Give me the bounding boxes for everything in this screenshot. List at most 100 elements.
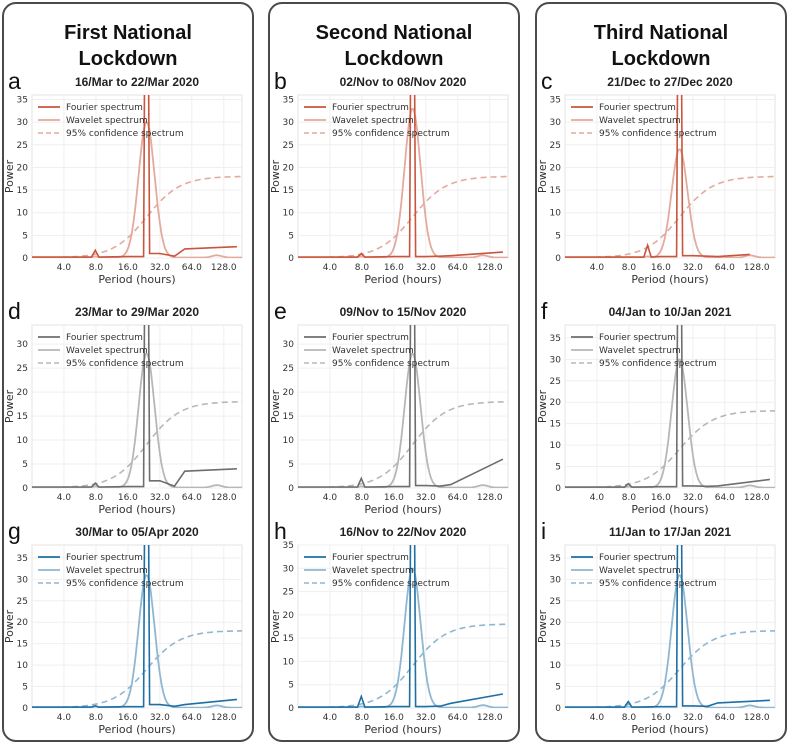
x-tick-label: 64.0 [448,263,468,273]
y-tick-label: 10 [283,436,295,446]
y-tick-label: 20 [17,388,29,398]
legend-entry: Wavelet spectrum [66,116,148,126]
x-tick-label: 32.0 [416,493,436,503]
x-tick-label: 64.0 [182,263,202,273]
panel-letter: f [541,298,548,324]
x-tick-label: 8.0 [622,713,637,723]
curves [298,95,508,258]
y-tick-label: 35 [17,554,28,564]
y-tick-label: 0 [555,484,561,494]
x-tick-label: 8.0 [89,713,104,723]
plot-area-b: b 02/Nov to 08/Nov 2020 4.0 8.0 16.0 32.0 64.0… [269,68,509,286]
legend-entry: 95% confidence spectrum [599,129,717,139]
y-tick-label: 35 [283,96,294,106]
x-tick-label: 64.0 [715,713,735,723]
x-tick-label: 32.0 [150,493,170,503]
x-tick-label: 16.0 [118,263,138,273]
chart-a: a 16/Mar to 22/Mar 2020 4.0 8.0 16.0 32.0 64.0… [3,68,243,286]
y-tick-label: 0 [22,254,28,264]
x-tick-label: 8.0 [89,263,104,273]
y-tick-label: 15 [550,420,561,430]
legend-entry: Fourier spectrum [332,553,409,563]
legend-entry: Fourier spectrum [66,553,143,563]
y-tick-label: 25 [283,588,294,598]
y-tick-label: 30 [283,340,295,350]
x-tick-label: 4.0 [323,493,338,503]
y-tick-label: 5 [288,231,294,241]
x-axis-label: Period (hours) [631,273,708,286]
y-tick-label: 20 [550,398,562,408]
x-tick-label: 64.0 [715,263,735,273]
panel-letter: g [8,518,21,544]
curves [565,325,775,488]
panel-letter: e [274,298,287,324]
legend: Fourier spectrum Wavelet spectrum 95% conf… [38,333,184,369]
plot-title: 21/Dec to 27/Dec 2020 [607,75,733,89]
x-tick-label: 32.0 [150,263,170,273]
x-tick-label: 8.0 [622,263,637,273]
y-tick-label: 15 [283,634,294,644]
curves [32,95,242,258]
legend-entry: Wavelet spectrum [599,566,681,576]
x-tick-label: 16.0 [384,263,404,273]
x-axis-label: Period (hours) [631,503,708,516]
x-tick-label: 64.0 [182,713,202,723]
x-tick-label: 128.0 [744,493,770,503]
y-tick-label: 25 [17,141,28,151]
y-tick-label: 15 [17,186,28,196]
y-tick-label: 5 [288,681,294,691]
x-tick-label: 4.0 [590,713,605,723]
chart-i: i 11/Jan to 17/Jan 2021 4.0 8.0 16.0 32.0 64.0… [536,518,776,736]
y-tick-label: 15 [17,640,28,650]
x-tick-label: 4.0 [57,493,72,503]
x-tick-label: 64.0 [182,493,202,503]
legend: Fourier spectrum Wavelet spectrum 95% conf… [571,103,717,139]
chart-e: e 09/Nov to 15/Nov 2020 4.0 8.0 16.0 32.0 64.0… [269,298,509,516]
x-tick-label: 32.0 [683,493,703,503]
x-tick-label: 4.0 [590,493,605,503]
fourier-spectrum-line [32,325,237,488]
y-tick-label: 10 [17,661,29,671]
y-tick-label: 10 [550,441,562,451]
legend-entry: Wavelet spectrum [599,116,681,126]
y-tick-label: 20 [283,163,295,173]
x-tick-label: 128.0 [744,713,770,723]
fourier-spectrum-line [565,95,750,258]
curves [298,545,508,708]
legend-entry: Wavelet spectrum [66,566,148,576]
x-axis-label: Period (hours) [98,273,175,286]
x-tick-label: 16.0 [384,493,404,503]
panel-letter: a [8,68,21,94]
y-tick-label: 5 [555,463,561,473]
x-tick-label: 4.0 [57,263,72,273]
x-tick-label: 16.0 [384,713,404,723]
legend-entry: Wavelet spectrum [332,346,414,356]
x-tick-label: 4.0 [323,713,338,723]
plot-title: 16/Mar to 22/Mar 2020 [75,75,199,89]
y-tick-label: 35 [550,96,561,106]
y-tick-label: 30 [550,355,562,365]
legend-entry: Wavelet spectrum [332,566,414,576]
x-tick-label: 16.0 [118,493,138,503]
x-tick-label: 4.0 [323,263,338,273]
legend-entry: 95% confidence spectrum [66,129,184,139]
y-tick-label: 0 [288,484,294,494]
y-tick-label: 10 [17,209,29,219]
y-tick-label: 25 [283,141,294,151]
y-tick-label: 35 [550,554,561,564]
y-tick-label: 25 [550,377,561,387]
x-tick-label: 64.0 [448,493,468,503]
panel-letter: c [541,68,553,94]
chart-d: d 23/Mar to 29/Mar 2020 4.0 8.0 16.0 32.0 64.0… [3,298,243,516]
y-tick-label: 5 [555,231,561,241]
x-tick-label: 32.0 [683,713,703,723]
legend: Fourier spectrum Wavelet spectrum 95% conf… [38,553,184,589]
legend: Fourier spectrum Wavelet spectrum 95% conf… [571,333,717,369]
x-tick-label: 128.0 [744,263,770,273]
column-title-third-line1: Third National [593,22,729,44]
y-axis-label: Power [536,389,549,423]
y-tick-label: 30 [550,575,562,585]
fourier-spectrum-line [298,325,504,488]
plot-area-e: e 09/Nov to 15/Nov 2020 4.0 8.0 16.0 32.0 64.0… [269,298,509,516]
chart-h: h 16/Nov to 22/Nov 2020 4.0 8.0 16.0 32.0 64.0… [269,518,509,736]
